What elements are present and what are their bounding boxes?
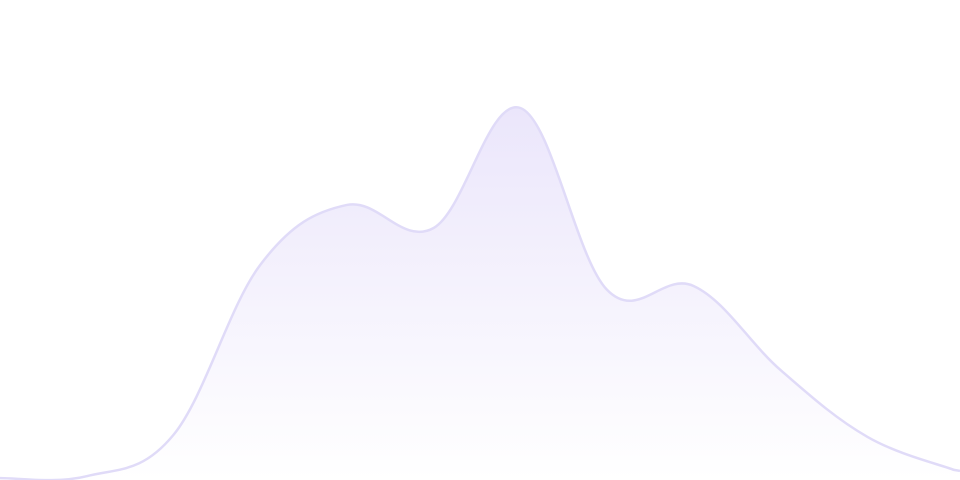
area-fill bbox=[0, 107, 960, 480]
series-line bbox=[0, 106, 960, 480]
